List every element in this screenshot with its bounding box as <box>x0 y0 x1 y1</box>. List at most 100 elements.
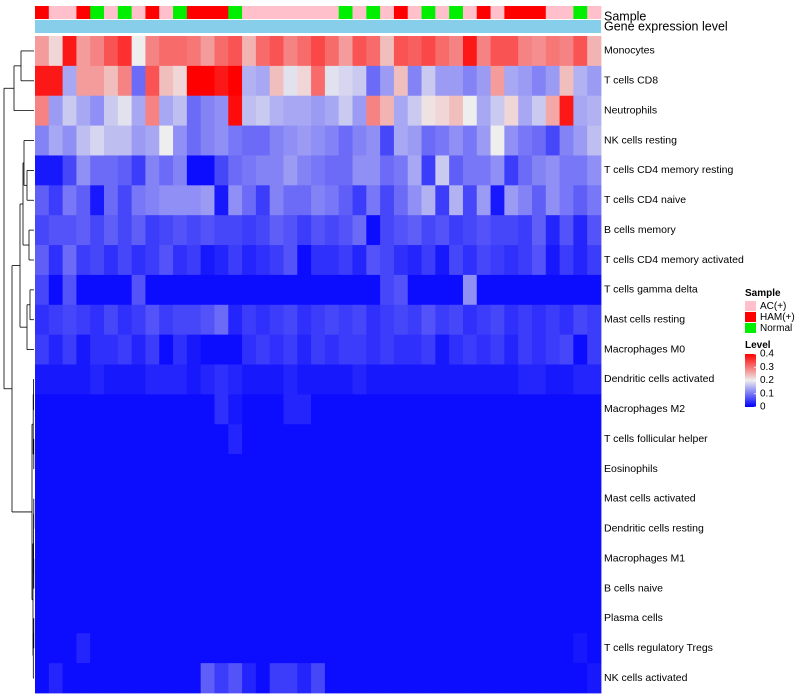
heatmap-cell <box>48 394 64 425</box>
sample-annotation-cell <box>462 6 478 19</box>
heatmap-cell <box>159 513 174 545</box>
heatmap-cell <box>380 215 395 246</box>
heatmap-cell <box>76 245 91 276</box>
heatmap-cell <box>462 513 478 545</box>
heatmap-cell <box>407 334 422 365</box>
heatmap-cell <box>573 334 588 365</box>
heatmap-cell <box>90 663 105 694</box>
heatmap-cell <box>518 304 533 336</box>
heatmap-cell <box>490 36 505 67</box>
heatmap-cell <box>297 245 312 276</box>
heatmap-cell <box>48 95 64 126</box>
heatmap-cell <box>559 603 574 634</box>
heatmap-cell <box>504 424 519 455</box>
heatmap-cell <box>311 543 326 574</box>
heatmap-cell <box>531 364 547 395</box>
sample-annotation-cell <box>90 6 105 19</box>
heatmap-cell <box>435 65 450 97</box>
heatmap-cell <box>200 125 215 156</box>
heatmap-cell <box>242 155 257 186</box>
heatmap-cell <box>393 483 409 515</box>
heatmap-cell <box>407 454 422 485</box>
heatmap-cell <box>186 274 202 306</box>
heatmap-cell <box>104 245 119 276</box>
heatmap-cell <box>573 454 588 485</box>
heatmap-cell <box>214 245 229 276</box>
heatmap-cell <box>449 573 464 604</box>
heatmap-cell <box>200 65 215 97</box>
heatmap-cell <box>407 185 422 216</box>
heatmap-cell <box>117 65 133 97</box>
heatmap-cell <box>559 215 574 246</box>
heatmap-cell <box>173 36 188 67</box>
heatmap-cell <box>531 334 547 365</box>
heatmap-cell <box>283 304 298 336</box>
heatmap-cell <box>311 304 326 336</box>
heatmap-cell <box>476 334 491 365</box>
heatmap-cell <box>35 185 50 216</box>
sample-annotation-cell <box>104 6 119 19</box>
heatmap-cell <box>48 663 64 694</box>
heatmap-cell <box>145 543 160 574</box>
heatmap-cell <box>35 603 50 634</box>
heatmap-cell <box>117 155 133 186</box>
heatmap-cell <box>200 95 215 126</box>
heatmap-cell <box>366 245 381 276</box>
heatmap-cell <box>90 424 105 455</box>
heatmap-cell <box>145 513 160 545</box>
sample-annotation-cell <box>531 6 547 19</box>
heatmap-cell <box>421 185 436 216</box>
heatmap-cell <box>255 65 271 97</box>
heatmap-cell <box>35 483 50 515</box>
heatmap-cell <box>366 304 381 336</box>
heatmap-cell <box>324 603 340 634</box>
heatmap-cell <box>587 454 602 485</box>
heatmap-cell <box>35 274 50 306</box>
heatmap-cell <box>200 424 215 455</box>
heatmap-cell <box>242 304 257 336</box>
heatmap-cell <box>104 573 119 604</box>
heatmap-cell <box>283 245 298 276</box>
heatmap-cell <box>435 215 450 246</box>
heatmap-cell <box>531 215 547 246</box>
heatmap-cell <box>380 603 395 634</box>
row-label: Plasma cells <box>604 612 663 624</box>
heatmap-cell <box>228 394 243 425</box>
heatmap-cell <box>269 364 284 395</box>
heatmap-cell <box>421 633 436 664</box>
heatmap-cell <box>283 334 298 365</box>
heatmap-cell <box>573 274 588 306</box>
heatmap-cell <box>104 185 119 216</box>
heatmap-cell <box>200 245 215 276</box>
heatmap-cell <box>311 483 326 515</box>
heatmap-cell <box>35 155 50 186</box>
heatmap-cell <box>421 603 436 634</box>
heatmap-cell <box>338 454 353 485</box>
heatmap-cell <box>380 394 395 425</box>
heatmap-cell <box>559 245 574 276</box>
heatmap-cell <box>531 483 547 515</box>
heatmap-cell <box>393 633 409 664</box>
heatmap-cell <box>449 543 464 574</box>
heatmap-cell <box>200 573 215 604</box>
heatmap-cell <box>545 513 560 545</box>
heatmap-cell <box>297 663 312 694</box>
heatmap-cell <box>90 334 105 365</box>
heatmap-cell <box>393 603 409 634</box>
heatmap-cell <box>35 394 50 425</box>
heatmap-cell <box>380 274 395 306</box>
sample-annotation-cell <box>76 6 91 19</box>
heatmap-cell <box>228 65 243 97</box>
heatmap-cell <box>48 633 64 664</box>
heatmap-cell <box>490 185 505 216</box>
heatmap-cell <box>311 36 326 67</box>
heatmap-cell <box>228 364 243 395</box>
heatmap-cell <box>35 304 50 336</box>
heatmap-cell <box>518 394 533 425</box>
heatmap-cell <box>173 633 188 664</box>
heatmap-cell <box>48 543 64 574</box>
row-label: Monocytes <box>604 45 655 57</box>
heatmap-cell <box>435 633 450 664</box>
heatmap-cell <box>435 245 450 276</box>
gene-expression-annotation-label: Gene expression level <box>604 19 728 33</box>
